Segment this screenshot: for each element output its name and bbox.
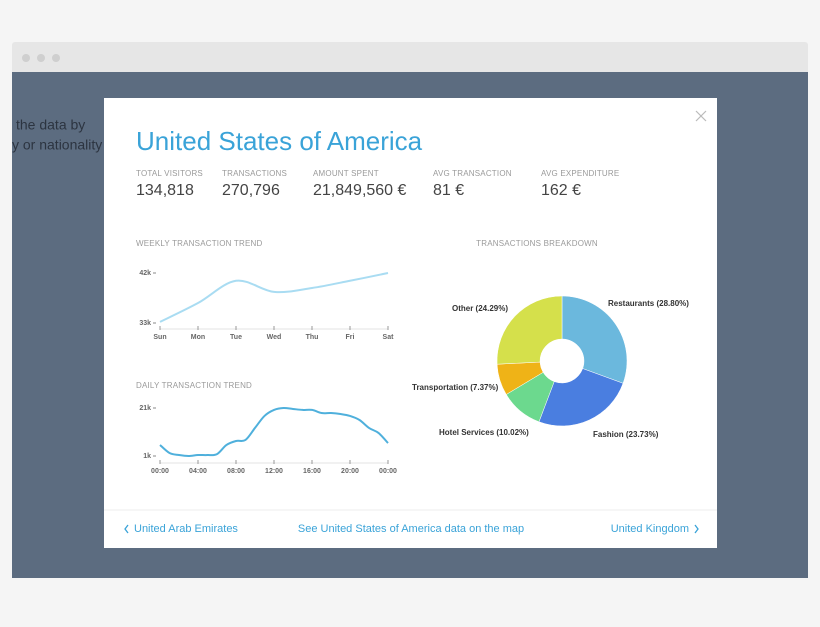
slice-label: Restaurants (28.80%) xyxy=(608,299,689,308)
slice-label: Transportation (7.37%) xyxy=(412,383,499,392)
background-text: the data by xyxy=(16,117,85,133)
x-tick-label: Fri xyxy=(346,334,355,341)
trend-line xyxy=(159,406,389,458)
x-tick-label: Sat xyxy=(383,334,395,341)
y-tick-label: 42k xyxy=(139,270,151,277)
chart-title: TRANSACTIONS BREAKDOWN xyxy=(476,239,598,248)
slice-label: Other (24.29%) xyxy=(452,304,508,313)
x-tick-label: 00:00 xyxy=(151,468,169,475)
slice-label: Hotel Services (10.02%) xyxy=(439,428,529,437)
trend-line xyxy=(159,272,389,323)
window-dot xyxy=(22,54,30,62)
next-link[interactable]: United Kingdom xyxy=(611,523,689,535)
x-tick-label: 08:00 xyxy=(227,468,245,475)
x-tick-label: 16:00 xyxy=(303,468,321,475)
x-tick-label: 12:00 xyxy=(265,468,283,475)
donut-slice xyxy=(538,368,624,427)
x-tick-label: 20:00 xyxy=(341,468,359,475)
stat-label: TOTAL VISITORS xyxy=(136,169,203,178)
stat-value: 162 € xyxy=(541,182,581,199)
modal-title: United States of America xyxy=(136,126,423,156)
slice-label: Fashion (23.73%) xyxy=(593,430,659,439)
y-tick-label: 1k xyxy=(143,453,151,460)
chevron-right xyxy=(694,524,699,534)
x-tick-label: Thu xyxy=(306,334,319,341)
x-tick-label: Tue xyxy=(230,334,242,341)
chart-title: DAILY TRANSACTION TREND xyxy=(136,381,252,390)
x-tick-label: Sun xyxy=(153,334,166,341)
prev-link[interactable]: United Arab Emirates xyxy=(134,523,238,535)
donut-slice xyxy=(561,295,628,384)
y-tick-label: 21k xyxy=(139,405,151,412)
close-button[interactable] xyxy=(695,110,707,122)
background-text: y or nationality xyxy=(12,137,102,153)
stat-value: 134,818 xyxy=(136,182,194,199)
chevron-left xyxy=(124,524,129,534)
stat-value: 21,849,560 € xyxy=(313,182,407,199)
y-tick-label: 33k xyxy=(139,320,151,327)
map-link[interactable]: See United States of America data on the… xyxy=(298,523,524,535)
x-tick-label: 04:00 xyxy=(189,468,207,475)
x-tick-label: 00:00 xyxy=(379,468,397,475)
x-tick-label: Wed xyxy=(267,334,282,341)
donut-slice xyxy=(496,295,563,365)
stat-label: AVG TRANSACTION xyxy=(433,169,512,178)
stat-value: 81 € xyxy=(433,182,464,199)
x-tick-label: Mon xyxy=(191,334,205,341)
stat-label: AMOUNT SPENT xyxy=(313,169,379,178)
chart-title: WEEKLY TRANSACTION TREND xyxy=(136,239,262,248)
stat-label: TRANSACTIONS xyxy=(222,169,287,178)
window-dot xyxy=(37,54,45,62)
window-dot xyxy=(52,54,60,62)
stat-value: 270,796 xyxy=(222,182,280,199)
stat-label: AVG EXPENDITURE xyxy=(541,169,619,178)
modal xyxy=(104,98,717,548)
